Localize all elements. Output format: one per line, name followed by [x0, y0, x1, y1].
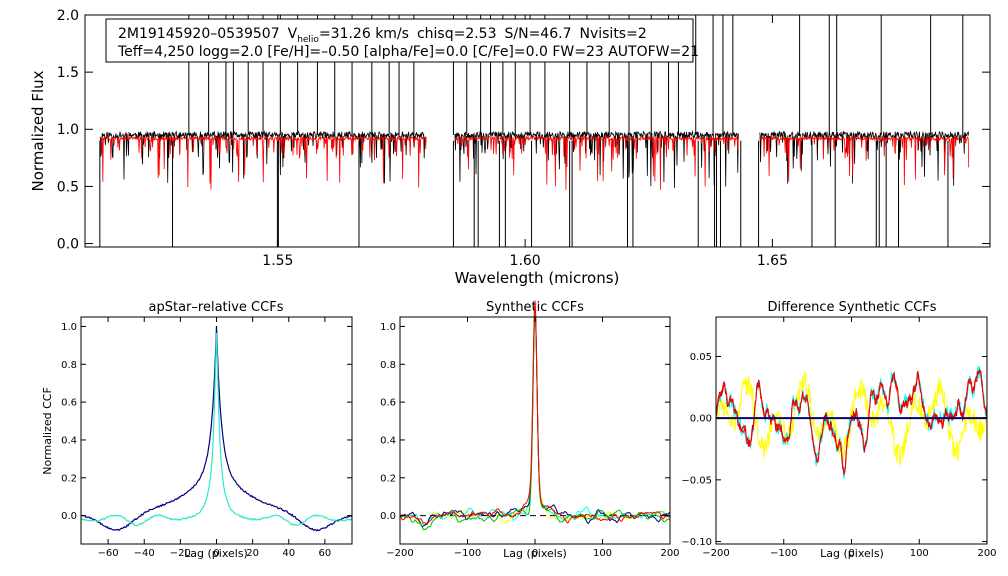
x-tick-label: 100 — [910, 548, 929, 559]
visit-ccf-line — [80, 332, 353, 527]
header-line1: 2M19145920–0539507 Vhelio=31.26 km/s chisq… — [118, 26, 647, 45]
y-tick-label: 0.2 — [380, 473, 396, 484]
x-tick-label: 1.55 — [262, 253, 293, 269]
model-spectrum-chip — [99, 135, 427, 190]
difference-xlabel: Lag (pixels) — [820, 547, 884, 560]
apstar-ylabel: Normalized CCF — [41, 387, 54, 475]
difference-ticks: −200 −100 0 100 200 −0.10 −0.05 0.00 0.05 — [681, 317, 997, 559]
header-v-value: =31.26 km/s — [319, 26, 409, 42]
difference-traces — [715, 365, 988, 479]
x-tick-label: 0 — [213, 548, 219, 559]
y-tick-label: 0.5 — [57, 179, 79, 195]
spectrum-frame — [84, 14, 991, 248]
y-tick-label: 1.5 — [57, 65, 79, 81]
x-tick-label: 0 — [532, 548, 538, 559]
y-tick-label: 0.8 — [380, 360, 396, 371]
x-tick-label: −200 — [386, 548, 413, 559]
combined-ccf-line — [80, 325, 353, 532]
model-spectrum-chip — [759, 135, 970, 186]
apstar-title: apStar–relative CCFs — [149, 300, 284, 315]
y-tick-label: 0.8 — [61, 360, 77, 371]
y-tick-label: 2.0 — [57, 8, 79, 24]
x-tick-label: 200 — [660, 548, 679, 559]
x-tick-label: 1.65 — [757, 253, 788, 269]
header-nvisits: Nvisits=2 — [579, 26, 646, 42]
y-tick-label: 0.05 — [690, 352, 712, 363]
y-tick-label: 0.0 — [57, 236, 79, 252]
x-tick-label: −60 — [98, 548, 119, 559]
x-tick-label: 40 — [282, 548, 295, 559]
spectrum-panel: 1.55 1.60 1.65 0.0 0.5 1.0 1.5 2.0 Wavelength (… — [29, 8, 991, 287]
difference-title: Difference Synthetic CCFs — [767, 300, 936, 315]
visit-4-ccf-line — [399, 300, 671, 525]
y-tick-label: 0.2 — [61, 473, 77, 484]
observed-spectrum-chip — [759, 130, 970, 186]
x-tick-label: −40 — [134, 548, 155, 559]
model-spectrum-chip — [454, 135, 740, 191]
x-tick-label: 0 — [848, 548, 854, 559]
y-tick-label: −0.10 — [681, 537, 712, 548]
x-tick-label: 20 — [246, 548, 259, 559]
y-tick-label: 1.0 — [380, 322, 396, 333]
spectrum-ticks: 1.55 1.60 1.65 0.0 0.5 1.0 1.5 2.0 — [57, 8, 990, 269]
spectrum-ylabel: Normalized Flux — [29, 70, 47, 191]
synthetic-xlabel: Lag (pixels) — [503, 547, 567, 560]
y-tick-label: 0.0 — [380, 511, 396, 522]
synthetic-ccf-panel: Synthetic CCFs −200 −100 0 100 2000.00.20.40… — [380, 300, 679, 560]
header-star: 2M19145920–0539507 — [118, 26, 280, 42]
visit-4-difference-line — [715, 369, 988, 475]
y-tick-label: 1.0 — [57, 122, 79, 138]
y-tick-label: 0.00 — [690, 414, 712, 425]
x-tick-label: −100 — [770, 548, 797, 559]
x-tick-label: 60 — [319, 548, 332, 559]
difference-ccf-panel: Difference Synthetic CCFs −200 −100 0 100 20… — [681, 300, 996, 560]
apstar-xlabel: Lag (pixels) — [184, 547, 248, 560]
y-tick-label: 0.6 — [61, 398, 77, 409]
header-line2: Teff=4,250 logg=2.0 [Fe/H]=–0.50 [alpha/… — [117, 44, 699, 60]
header-v-sub: helio — [297, 35, 319, 45]
x-tick-label: −200 — [702, 548, 729, 559]
x-tick-label: 200 — [977, 548, 996, 559]
y-tick-label: 0.6 — [380, 398, 396, 409]
synthetic-ticks: −200 −100 0 100 200 0.0 0.2 0.4 0.6 0.8 1.0 — [380, 317, 680, 559]
header-box — [105, 18, 694, 63]
apstar-ticks: −60 −40 −20 0 20 40 60 0.0 0.2 0.4 0.6 0.8 1.0 — [61, 317, 352, 559]
x-tick-label: 100 — [593, 548, 612, 559]
header-chisq: chisq=2.53 — [417, 26, 497, 42]
y-tick-label: 0.0 — [61, 511, 77, 522]
header-sn: S/N=46.7 — [505, 26, 572, 42]
x-tick-label: 1.60 — [510, 253, 541, 269]
synthetic-traces — [399, 300, 671, 531]
spectrum-xlabel: Wavelength (microns) — [455, 269, 620, 287]
y-tick-label: 0.4 — [380, 435, 396, 446]
apstar-ccf-panel: apStar–relative CCFs −60 −40 −20 0 20 40 60 0.0… — [41, 300, 353, 560]
y-tick-label: 0.4 — [61, 435, 77, 446]
apstar-traces — [80, 325, 353, 532]
x-tick-label: −100 — [454, 548, 481, 559]
y-tick-label: 1.0 — [61, 322, 77, 333]
header-v-label: V — [288, 26, 298, 42]
x-tick-label: −20 — [170, 548, 191, 559]
y-tick-label: −0.05 — [681, 475, 712, 486]
